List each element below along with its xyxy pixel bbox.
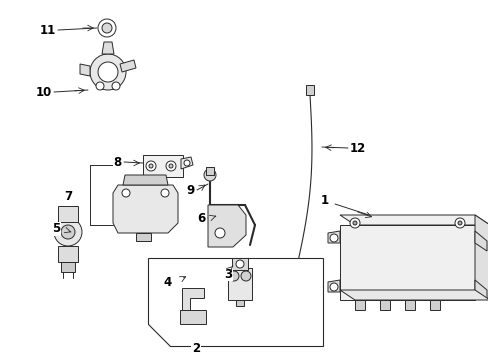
Circle shape: [203, 169, 216, 181]
Circle shape: [169, 164, 173, 168]
Text: 7: 7: [64, 189, 72, 202]
Bar: [354, 300, 364, 310]
Polygon shape: [148, 258, 323, 346]
Polygon shape: [120, 60, 136, 72]
Polygon shape: [181, 157, 193, 169]
Circle shape: [146, 161, 156, 171]
Circle shape: [183, 160, 190, 166]
Polygon shape: [80, 64, 90, 76]
Text: 1: 1: [320, 194, 328, 207]
Circle shape: [215, 228, 224, 238]
Text: 4: 4: [163, 276, 172, 289]
Bar: [58, 206, 78, 222]
Polygon shape: [474, 215, 488, 300]
Bar: [227, 268, 251, 300]
Polygon shape: [327, 231, 339, 243]
Circle shape: [236, 260, 244, 268]
Polygon shape: [327, 280, 339, 292]
Circle shape: [349, 218, 359, 228]
Circle shape: [329, 234, 337, 242]
Circle shape: [161, 189, 169, 197]
Circle shape: [122, 189, 130, 197]
Circle shape: [149, 164, 153, 168]
Circle shape: [457, 221, 461, 225]
Polygon shape: [474, 231, 486, 251]
Polygon shape: [474, 280, 486, 300]
Circle shape: [112, 82, 120, 90]
Bar: [58, 246, 78, 262]
Bar: [429, 300, 439, 310]
Text: 6: 6: [197, 211, 205, 225]
Bar: [142, 155, 183, 177]
Text: 2: 2: [192, 342, 200, 355]
Polygon shape: [339, 290, 488, 300]
Circle shape: [329, 283, 337, 291]
Bar: [136, 233, 151, 241]
Polygon shape: [102, 42, 114, 54]
Bar: [61, 262, 75, 272]
Text: 5: 5: [52, 222, 60, 235]
Bar: [231, 258, 247, 270]
Circle shape: [96, 82, 104, 90]
Circle shape: [90, 54, 126, 90]
Text: 8: 8: [114, 156, 122, 168]
Circle shape: [98, 19, 116, 37]
Polygon shape: [288, 275, 301, 297]
Circle shape: [454, 218, 464, 228]
Circle shape: [54, 218, 82, 246]
Text: 3: 3: [224, 267, 232, 280]
Text: 9: 9: [186, 184, 195, 197]
Text: 11: 11: [40, 23, 56, 36]
Bar: [305, 85, 313, 95]
Polygon shape: [113, 185, 178, 233]
Circle shape: [102, 23, 112, 33]
Polygon shape: [123, 175, 168, 185]
Bar: [236, 300, 244, 306]
Polygon shape: [207, 205, 245, 247]
Bar: [205, 167, 214, 175]
Bar: [180, 310, 205, 324]
Circle shape: [61, 225, 75, 239]
Text: 12: 12: [349, 141, 366, 154]
Polygon shape: [182, 288, 203, 310]
Circle shape: [98, 62, 118, 82]
Circle shape: [165, 161, 176, 171]
Bar: [404, 300, 414, 310]
Circle shape: [352, 221, 356, 225]
Text: 10: 10: [36, 85, 52, 99]
Circle shape: [228, 271, 239, 281]
Bar: [379, 300, 389, 310]
Polygon shape: [339, 215, 488, 225]
Circle shape: [241, 271, 250, 281]
Bar: [339, 225, 474, 300]
